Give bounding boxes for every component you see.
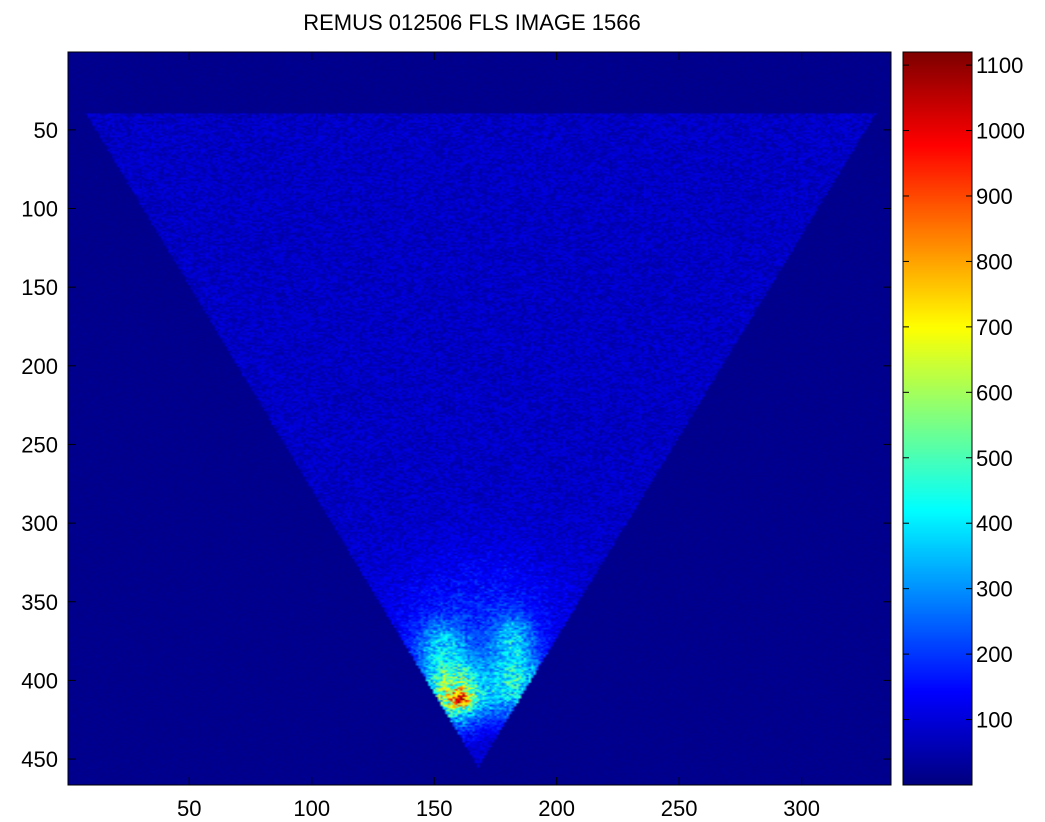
chart-title: REMUS 012506 FLS IMAGE 1566 xyxy=(303,10,641,35)
colorbar-tick-label: 200 xyxy=(976,642,1013,667)
y-tick-label: 100 xyxy=(21,197,58,222)
x-tick-label: 200 xyxy=(538,796,575,821)
y-tick-label: 450 xyxy=(21,747,58,772)
colorbar-axis: 100 200 300 400 500 600 700 800 900 1000 1100 xyxy=(903,53,1025,733)
x-tick-label: 50 xyxy=(177,796,201,821)
colorbar-tick-label: 100 xyxy=(976,708,1013,733)
colorbar-tick-label: 700 xyxy=(976,315,1013,340)
y-tick-label: 200 xyxy=(21,354,58,379)
x-axis: 50 100 150 200 250 300 xyxy=(177,52,820,821)
y-tick-label: 350 xyxy=(21,590,58,615)
x-tick-label: 150 xyxy=(416,796,453,821)
colorbar-tick-label: 300 xyxy=(976,577,1013,602)
colorbar-tick-label: 800 xyxy=(976,249,1013,274)
y-tick-label: 250 xyxy=(21,432,58,457)
colorbar-tick-label: 500 xyxy=(976,446,1013,471)
y-tick-label: 300 xyxy=(21,511,58,536)
y-tick-label: 50 xyxy=(34,118,58,143)
y-tick-label: 150 xyxy=(21,275,58,300)
colorbar-frame xyxy=(902,51,973,786)
colorbar-tick-label: 900 xyxy=(976,184,1013,209)
plot-frame xyxy=(67,51,892,786)
colorbar-tick-label: 400 xyxy=(976,511,1013,536)
colorbar-tick-label: 600 xyxy=(976,380,1013,405)
y-tick-label: 400 xyxy=(21,668,58,693)
colorbar-tick-label: 1000 xyxy=(976,119,1025,144)
y-axis: 50 100 150 200 250 300 350 400 450 xyxy=(21,118,891,772)
colorbar-gradient xyxy=(903,52,972,785)
colorbar xyxy=(902,51,973,786)
heatmap-image xyxy=(68,52,891,785)
x-tick-label: 300 xyxy=(783,796,820,821)
x-tick-label: 250 xyxy=(661,796,698,821)
plot-area xyxy=(67,51,892,786)
colorbar-tick-label: 1100 xyxy=(976,53,1023,78)
x-tick-label: 100 xyxy=(293,796,330,821)
